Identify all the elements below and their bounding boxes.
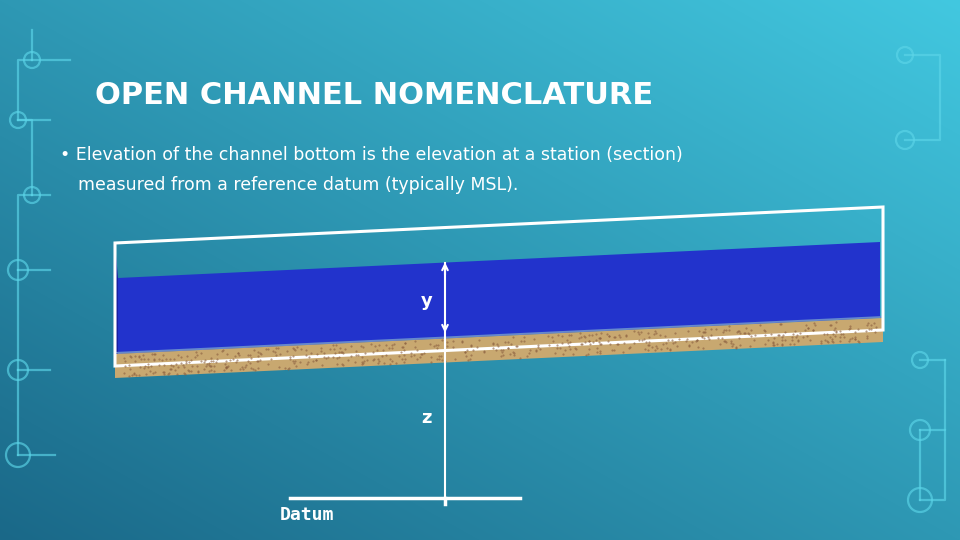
Text: measured from a reference datum (typically MSL).: measured from a reference datum (typical… xyxy=(78,176,518,194)
Text: OPEN CHANNEL NOMENCLATURE: OPEN CHANNEL NOMENCLATURE xyxy=(95,80,653,110)
Polygon shape xyxy=(118,242,880,354)
Polygon shape xyxy=(115,316,883,354)
Text: • Elevation of the channel bottom is the elevation at a station (section): • Elevation of the channel bottom is the… xyxy=(60,146,683,164)
Polygon shape xyxy=(115,243,118,366)
Polygon shape xyxy=(115,318,883,378)
Text: Datum: Datum xyxy=(280,506,334,524)
Text: z: z xyxy=(421,409,432,427)
Text: y: y xyxy=(421,292,433,309)
